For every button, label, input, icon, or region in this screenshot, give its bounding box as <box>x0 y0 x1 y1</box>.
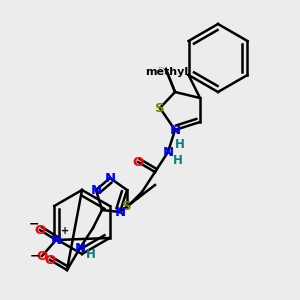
Text: H: H <box>175 137 185 151</box>
Text: N: N <box>162 146 174 158</box>
Text: methyl: methyl <box>159 67 164 68</box>
Text: −: − <box>29 217 40 230</box>
Text: O: O <box>34 224 46 236</box>
Text: H: H <box>173 154 183 166</box>
Text: O: O <box>132 155 144 169</box>
Text: N: N <box>74 242 86 254</box>
Text: O: O <box>36 250 48 262</box>
Text: S: S <box>122 200 132 214</box>
Text: −: − <box>30 250 40 263</box>
Text: methyl: methyl <box>146 67 189 77</box>
Text: S: S <box>155 101 165 115</box>
Text: methyl: methyl <box>163 68 168 69</box>
Text: N: N <box>104 172 116 184</box>
Text: N: N <box>169 124 181 136</box>
Text: O: O <box>44 254 56 266</box>
Text: N: N <box>114 206 126 218</box>
Text: H: H <box>86 248 96 260</box>
Text: +: + <box>61 226 69 236</box>
Text: N: N <box>50 233 62 247</box>
Text: N: N <box>90 184 102 196</box>
